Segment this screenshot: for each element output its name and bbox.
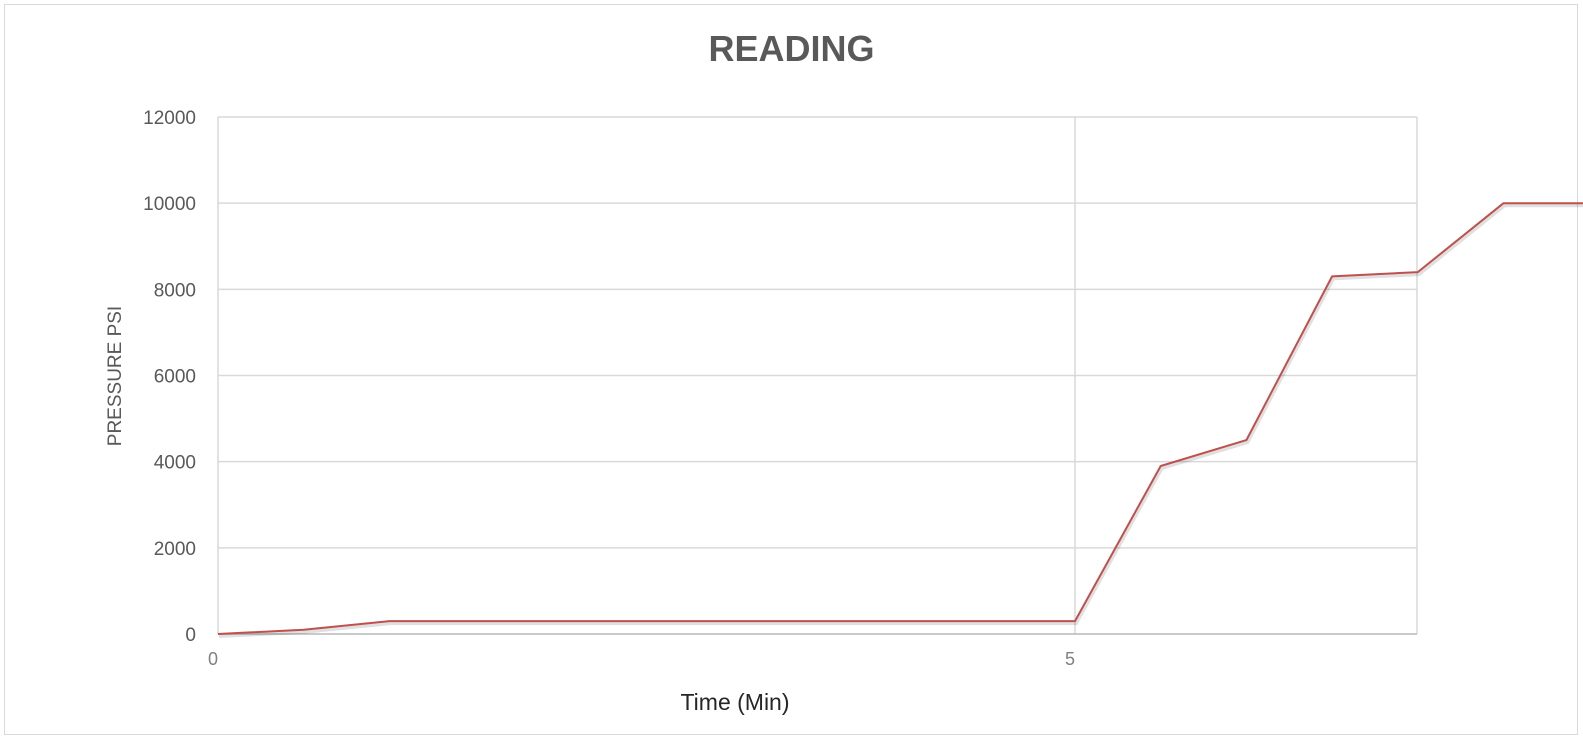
series-line-0 [217, 202, 1583, 635]
y-tick-label: 8000 [154, 280, 196, 301]
x-axis-label: Time (Min) [680, 689, 790, 715]
y-tick-label: 0 [185, 625, 196, 646]
x-tick-label: 5 [1065, 649, 1075, 669]
x-tick-label: 0 [208, 649, 218, 669]
grid [217, 116, 1418, 635]
y-tick-label: 12000 [143, 108, 196, 129]
chart-frame [4, 4, 1578, 735]
chart-title: READING [708, 28, 875, 69]
y-ticks: 0 2000 4000 6000 8000 10000 12000 [143, 108, 196, 646]
y-tick-label: 2000 [154, 539, 196, 560]
series-shadow-0 [218, 203, 1583, 638]
y-tick-label: 10000 [143, 194, 196, 215]
x-ticks: 051015202530 [208, 649, 1075, 669]
series-lines [217, 202, 1583, 638]
y-tick-label: 4000 [154, 453, 196, 474]
y-tick-label: 6000 [154, 367, 196, 388]
